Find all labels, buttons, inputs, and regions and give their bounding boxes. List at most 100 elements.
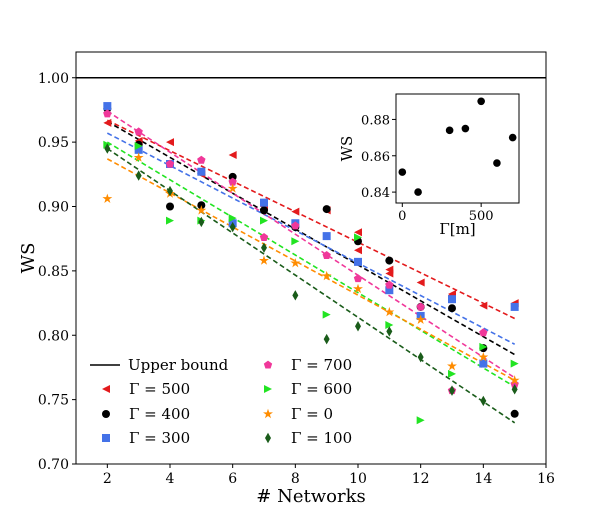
main-plot: 2 4 6 8 10 12 14 16 0.70 0.75 0.80 0.85 0.90 0.95 1.00… [18,51,555,507]
y-tick-label: 1.00 [38,71,69,87]
fit-line [106,110,516,379]
x-tick-label: 4 [166,471,175,487]
fit-line [106,147,516,424]
data-point [323,333,330,345]
data-point [449,385,455,396]
data-point [479,301,488,310]
data-point [165,159,175,168]
data-point [228,151,237,159]
y-tick-label: 0.75 [38,393,69,409]
data-point [448,304,456,313]
data-point [355,321,361,332]
legend-label: Γ = 100 [291,429,352,447]
legend-marker [102,410,110,418]
data-point [509,375,520,385]
inset-y-tick-label: 0.86 [361,150,390,165]
data-point [510,409,519,418]
fit-line [106,141,516,388]
data-point [228,172,237,181]
fit-line [106,120,516,356]
data-point [227,183,238,193]
data-point [291,237,300,246]
data-point [260,216,268,225]
data-point [385,256,394,265]
data-point [259,233,269,241]
inset-data-point [493,159,501,167]
plot-frame [75,51,547,465]
data-point [415,314,426,325]
legend-label: Γ = 600 [291,380,352,398]
data-point [166,138,174,147]
fit-line [106,132,516,345]
y-tick-label: 0.90 [38,200,69,216]
data-point [353,274,363,283]
inset-y-tick-label: 0.84 [361,186,390,201]
inset-x-axis-title: Γ[m] [439,220,475,238]
data-point [478,351,489,362]
data-point [166,202,174,211]
x-tick-label: 2 [103,471,112,487]
data-point [290,257,301,268]
data-point [167,185,173,197]
inset-data-point [508,133,517,142]
legend-label: Upper bound [128,356,229,374]
data-point [292,290,299,301]
data-point [416,416,425,425]
data-point [103,118,112,127]
data-point [196,205,207,215]
fit-line [106,158,516,382]
x-tick-label: 16 [537,471,555,487]
data-point [135,170,142,181]
data-point [354,257,362,266]
data-point [385,320,394,329]
fit-line [106,119,516,320]
data-point [197,155,206,164]
y-tick-label: 0.85 [38,264,69,280]
data-point [384,306,395,317]
data-point [480,395,487,407]
data-point [447,360,457,371]
data-point [260,198,268,207]
data-point [479,342,488,351]
legend-label: Γ = 300 [129,429,190,447]
legend-marker [102,434,110,442]
data-point [479,328,488,337]
x-tick-label: 10 [349,471,367,487]
data-point [385,286,394,295]
data-point [510,359,519,368]
data-point [510,302,519,311]
inset-plot: 0 500 0.84 0.86 0.88 Γ[m] WS [338,93,520,238]
data-point [385,280,394,289]
legend-marker [264,385,272,393]
data-point [448,295,456,304]
data-point [291,221,300,230]
data-point [385,265,394,274]
data-point [353,283,363,294]
legend-label: Γ = 0 [291,405,333,423]
data-point [322,205,331,214]
x-tick-label: 6 [228,471,237,487]
data-point [322,251,331,259]
legend-label: Γ = 500 [129,380,190,398]
data-point [322,232,331,241]
data-point [228,177,237,186]
data-point [479,359,488,368]
data-point [197,167,206,176]
data-point [134,141,143,150]
inset-x-tick-label: 500 [469,209,494,224]
x-axis-title: # Networks [256,486,365,507]
data-point [102,193,113,203]
data-point [416,278,425,287]
y-tick-label: 0.95 [38,135,69,151]
inset-data-point [398,168,407,176]
data-point [322,310,331,319]
data-point [103,109,112,118]
legend-marker [265,432,271,444]
data-point [103,102,112,111]
data-point [260,206,268,215]
data-point [229,221,236,233]
legend-marker [263,408,273,419]
inset-data-point [461,124,470,133]
data-point [416,302,425,311]
inset-data-point [445,126,454,135]
